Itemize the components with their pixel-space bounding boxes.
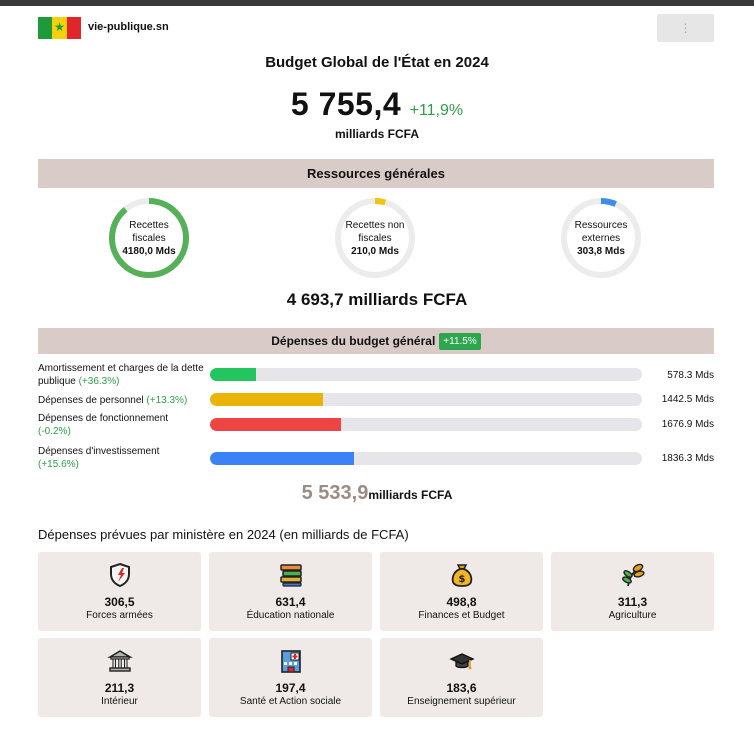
expenses-heading: Dépenses du budget général +11.5% <box>38 328 714 354</box>
shield-icon <box>38 562 201 588</box>
resource-value: 4180,0 Mds <box>122 245 176 257</box>
expense-label: Dépenses de fonctionnement (-0.2%) <box>38 412 208 438</box>
expense-label-text: Amortissement et charges de la dette pub… <box>38 363 204 387</box>
ring-chart <box>335 198 415 278</box>
ministry-card[interactable]: 211,3 Intérieur <box>38 638 201 717</box>
government-building-icon <box>38 648 201 674</box>
ministry-value: 183,6 <box>446 681 477 695</box>
ministry-label: Enseignement supérieur <box>407 696 516 707</box>
resource-value: 303,8 Mds <box>577 245 625 257</box>
budget-unit: milliards FCFA <box>334 127 420 141</box>
expense-bar-fill <box>210 452 355 465</box>
expense-bar-fill <box>210 418 341 431</box>
books-icon <box>209 562 372 588</box>
ministry-card[interactable]: $ 498,8 Finances et Budget <box>380 552 543 631</box>
ministry-value: 311,3 <box>617 595 648 609</box>
ministry-label: Éducation nationale <box>246 610 335 621</box>
expense-bar-track <box>210 418 642 431</box>
expense-growth: (+15.6%) <box>38 459 79 470</box>
resources-heading: Ressources générales <box>38 159 714 188</box>
expense-bar-fill <box>210 368 257 381</box>
expense-label-text: Dépenses d'investissement <box>38 446 160 457</box>
graduation-cap-icon <box>380 648 543 674</box>
ring-chart <box>561 198 641 278</box>
resource-ring-external: Ressources externes 303,8 Mds <box>560 197 642 279</box>
expense-value: 1442.5 Mds <box>661 394 714 405</box>
ministry-card[interactable]: 183,6 Enseignement supérieur <box>380 638 543 717</box>
ministry-card[interactable]: 197,4 Santé et Action sociale <box>209 638 372 717</box>
expenses-growth-badge: +11.5% <box>439 333 481 350</box>
ministry-card[interactable]: 306,5 Forces armées <box>38 552 201 631</box>
resource-ring-fiscal: Recettes fiscales 4180,0 Mds <box>108 197 190 279</box>
menu-button[interactable]: ⋮ <box>657 14 714 42</box>
expense-label: Dépenses de personnel (+13.3%) <box>38 394 208 407</box>
window-top-bar <box>0 0 754 6</box>
ministry-label: Finances et Budget <box>418 610 505 621</box>
senegal-flag-icon: ★ <box>38 17 81 39</box>
expense-label-text: Dépenses de fonctionnement <box>38 413 169 424</box>
expense-growth: (+36.3%) <box>78 376 120 387</box>
expense-bar-track <box>210 452 642 465</box>
expense-bar-fill <box>210 393 324 406</box>
ministry-label: Forces armées <box>86 610 153 621</box>
resources-total: 4 693,7 milliards FCFA <box>286 290 468 309</box>
expense-bar-track <box>210 393 642 406</box>
ministry-label: Intérieur <box>101 696 138 707</box>
expense-value: 578.3 Mds <box>667 370 714 381</box>
expense-label-text: Dépenses de personnel <box>38 395 144 406</box>
budget-total: 5 755,4 <box>290 86 402 122</box>
site-name[interactable]: vie-publique.sn <box>88 21 169 33</box>
ministry-label: Santé et Action sociale <box>239 696 342 707</box>
plant-icon <box>551 562 714 588</box>
resource-ring-non-fiscal: Recettes non fiscales 210,0 Mds <box>334 197 416 279</box>
expense-bar-track <box>210 368 642 381</box>
budget-growth: +11,9% <box>409 102 464 119</box>
ministry-card[interactable]: 311,3 Agriculture <box>551 552 714 631</box>
expenses-total-number: 5 533,9 <box>301 482 369 504</box>
expense-label: Amortissement et charges de la dette pub… <box>38 362 208 388</box>
ministry-value: 211,3 <box>104 681 135 695</box>
hospital-icon <box>209 648 372 674</box>
site-header: ★ vie-publique.sn ⋮ <box>38 14 714 44</box>
ministry-value: 306,5 <box>104 595 135 609</box>
expense-value: 1836.3 Mds <box>661 453 714 464</box>
page-title: Budget Global de l'État en 2024 <box>265 54 489 71</box>
budget-total-row: 5 755,4 +11,9% <box>0 86 754 123</box>
expense-value: 1676.9 Mds <box>661 419 714 430</box>
resource-label: Recettes non fiscales <box>345 219 405 244</box>
ring-chart <box>109 198 189 278</box>
svg-text:$: $ <box>458 574 465 585</box>
ministry-value: 631,4 <box>275 595 306 609</box>
expense-growth: (+13.3%) <box>146 395 188 406</box>
ministry-card[interactable]: 631,4 Éducation nationale <box>209 552 372 631</box>
ministries-heading: Dépenses prévues par ministère en 2024 (… <box>38 527 409 542</box>
expense-growth: (-0.2%) <box>38 426 71 437</box>
ministry-label: Agriculture <box>608 610 657 621</box>
resource-label: Ressources externes <box>574 219 628 244</box>
expenses-heading-label: Dépenses du budget général <box>271 334 436 348</box>
expenses-total: 5 533,9milliards FCFA <box>0 482 754 505</box>
expense-label: Dépenses d'investissement (+15.6%) <box>38 445 208 471</box>
money-bag-icon: $ <box>380 562 543 588</box>
resource-label: Recettes fiscales <box>129 219 169 244</box>
ministry-value: 197,4 <box>275 681 306 695</box>
ministry-value: 498,8 <box>446 595 477 609</box>
vertical-dots-icon: ⋮ <box>679 21 692 35</box>
expenses-total-unit: milliards FCFA <box>368 488 453 502</box>
resource-value: 210,0 Mds <box>351 245 399 257</box>
